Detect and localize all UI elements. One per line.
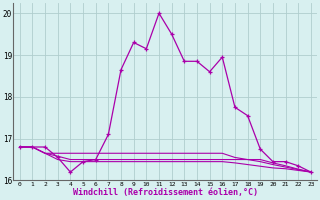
X-axis label: Windchill (Refroidissement éolien,°C): Windchill (Refroidissement éolien,°C) bbox=[73, 188, 258, 197]
